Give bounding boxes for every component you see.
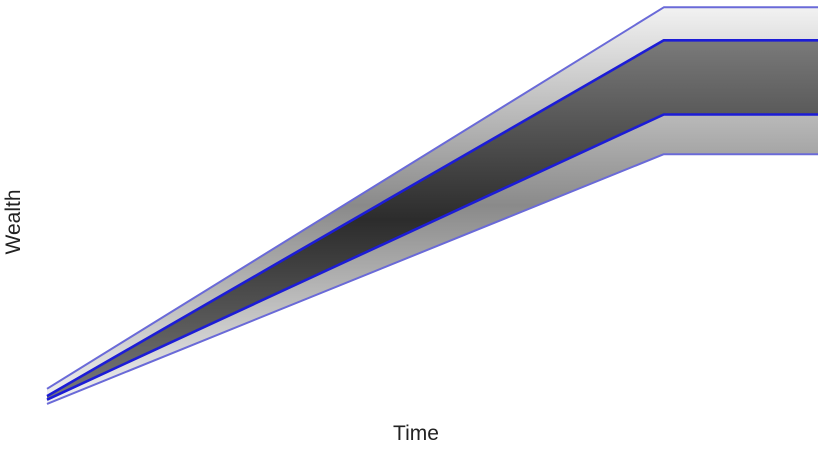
percentile-line-1 (46, 153, 818, 405)
percentile-line-2 (46, 113, 818, 401)
plot-area (46, 6, 818, 405)
percentile-line-4 (46, 6, 818, 390)
x-axis-label: Time (393, 422, 439, 445)
y-axis-label: Wealth (2, 190, 25, 255)
percentile-line-3 (46, 38, 818, 398)
